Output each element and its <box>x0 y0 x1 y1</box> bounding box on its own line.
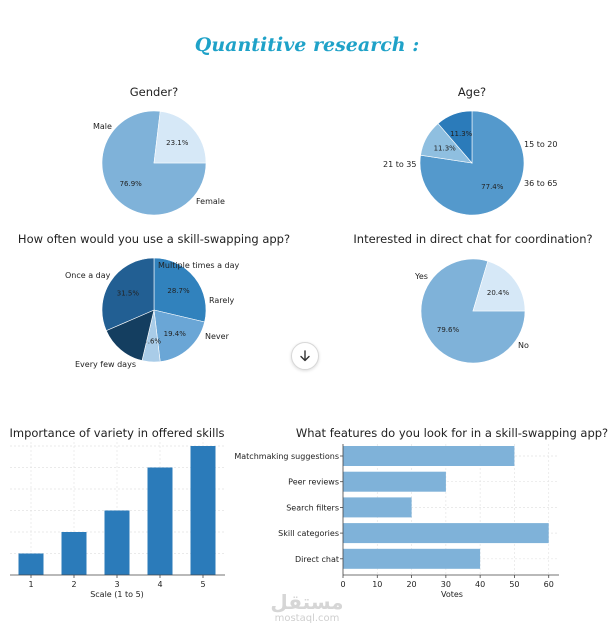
gender-title: Gender? <box>130 85 178 99</box>
arrow-down-icon <box>300 350 310 362</box>
frequency-pct-label-1: 19.4% <box>164 330 187 338</box>
features-title: What features do you look for in a skill… <box>296 426 608 440</box>
age-slice-label-0: 21 to 35 <box>383 160 416 169</box>
frequency-title: How often would you use a skill-swapping… <box>18 232 290 246</box>
frequency-slice-label-4: Every few days <box>75 360 136 369</box>
features-category-label-3: Skill categories <box>278 529 339 538</box>
features-category-label-0: Matchmaking suggestions <box>234 452 339 461</box>
features-xtick-label-50: 50 <box>509 580 519 589</box>
frequency-slice-label-3: Never <box>205 332 230 341</box>
variety-tick-label-3: 3 <box>114 580 119 589</box>
frequency-pie-chart: How often would you use a skill-swapping… <box>18 232 290 369</box>
frequency-pct-label-0: 28.7% <box>167 287 190 295</box>
watermark-logo: مستقل <box>270 590 344 614</box>
features-bar-4 <box>343 548 481 569</box>
direct_chat-slice-1 <box>472 260 526 312</box>
age-pct-label-0: 77.4% <box>481 183 504 191</box>
frequency-slice-label-1: Multiple times a day <box>158 261 240 270</box>
variety-bar-3 <box>104 510 130 575</box>
age-pct-label-2: 11.3% <box>450 130 473 138</box>
features-xtick-label-60: 60 <box>544 580 554 589</box>
features-category-label-1: Peer reviews <box>288 478 339 487</box>
features-category-label-2: Search filters <box>286 503 339 512</box>
direct_chat-slice-label-0: Yes <box>414 272 428 281</box>
gender-pct-label-1: 23.1% <box>166 139 189 147</box>
age-pct-label-1: 11.3% <box>434 144 457 152</box>
features-category-label-4: Direct chat <box>295 555 339 564</box>
variety-tick-label-4: 4 <box>157 580 162 589</box>
features-bar-chart: What features do you look for in a skill… <box>234 426 608 599</box>
age-title: Age? <box>458 85 486 99</box>
watermark-text: mostaql.com <box>274 613 340 624</box>
features-xtick-label-40: 40 <box>475 580 485 589</box>
frequency-slice-1 <box>153 309 205 362</box>
gender-pct-label-0: 76.9% <box>120 180 143 188</box>
gender-pie-chart: Gender? 76.9% Male 23.1% Female <box>93 85 225 216</box>
frequency-slice-4 <box>101 257 155 332</box>
variety-bar-1 <box>18 553 44 575</box>
variety-bar-4 <box>147 467 173 575</box>
features-bar-2 <box>343 497 412 518</box>
variety-bar-2 <box>61 532 87 575</box>
frequency-pct-label-4: 31.5% <box>117 289 140 297</box>
frequency-pct-label-2: 5.6% <box>143 338 161 346</box>
variety-title: Importance of variety in offered skills <box>9 426 224 440</box>
frequency-slice-label-0: Once a day <box>65 271 111 280</box>
age-slice-2 <box>437 110 473 164</box>
variety-tick-label-5: 5 <box>200 580 205 589</box>
features-bar-3 <box>343 523 549 544</box>
direct_chat-title: Interested in direct chat for coordinati… <box>353 232 592 246</box>
features-xtick-label-20: 20 <box>406 580 416 589</box>
frequency-slice-label-2: Rarely <box>209 296 235 305</box>
features-xtick-label-0: 0 <box>340 580 345 589</box>
age-pie-chart: Age? 77.4% 21 to 35 11.3% 15 to 20 11.3% 36 to… <box>383 85 557 216</box>
direct_chat-slice-label-1: No <box>518 341 529 350</box>
frequency-slice-0 <box>153 257 207 323</box>
variety-bar-5 <box>190 446 216 575</box>
features-bar-1 <box>343 471 446 492</box>
direct_chat-pct-label-1: 20.4% <box>487 289 510 297</box>
scroll-down-button[interactable] <box>291 342 319 370</box>
variety-tick-label-2: 2 <box>71 580 76 589</box>
gender-slice-label-1: Female <box>196 197 225 206</box>
gender-slice-label-0: Male <box>93 122 112 131</box>
features-xlabel: Votes <box>441 590 463 599</box>
features-bar-0 <box>343 446 515 466</box>
gender-slice-1 <box>153 111 207 164</box>
direct_chat-pie-chart: Interested in direct chat for coordinati… <box>353 232 593 364</box>
page-title: Quantitive research : <box>194 34 420 56</box>
variety-xlabel: Scale (1 to 5) <box>90 590 144 599</box>
age-slice-label-2: 36 to 65 <box>524 179 557 188</box>
direct_chat-pct-label-0: 79.6% <box>437 326 460 334</box>
variety-bar-chart: Importance of variety in offered skills 1… <box>9 426 225 599</box>
variety-tick-label-1: 1 <box>28 580 33 589</box>
features-xtick-label-10: 10 <box>372 580 382 589</box>
features-xtick-label-30: 30 <box>441 580 451 589</box>
frequency-slice-3 <box>105 309 155 361</box>
age-slice-label-1: 15 to 20 <box>524 140 557 149</box>
gender-slice-0 <box>101 110 207 216</box>
